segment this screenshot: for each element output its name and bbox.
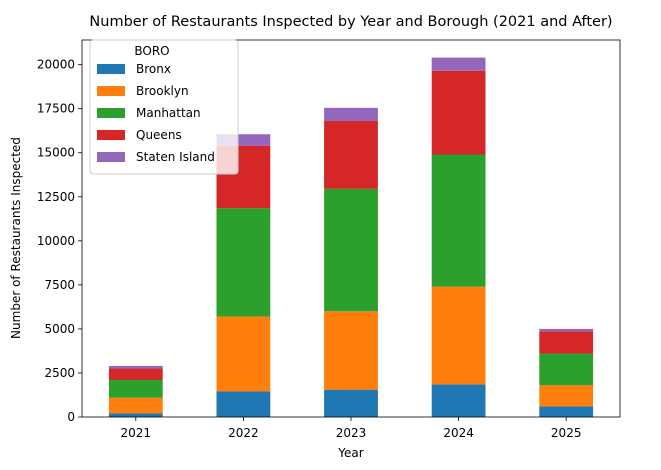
y-tick-label: 5000: [44, 322, 75, 336]
legend-label-brooklyn: Brooklyn: [136, 84, 189, 98]
y-tick-label: 10000: [37, 234, 75, 248]
legend-title: BORO: [134, 44, 169, 58]
x-tick-label: 2024: [443, 426, 474, 440]
y-tick-label: 2500: [44, 366, 75, 380]
y-tick-label: 12500: [37, 190, 75, 204]
bar-segment-manhattan-2024: [431, 154, 486, 287]
x-tick-label: 2023: [336, 426, 367, 440]
bar-segment-staten-island-2023: [324, 107, 378, 122]
bar-segment-queens-2024: [431, 70, 486, 155]
bar-segment-bronx-2023: [324, 389, 378, 417]
legend-swatch-brooklyn: [97, 86, 125, 96]
bar-segment-brooklyn-2023: [324, 311, 378, 390]
y-tick-label: 17500: [37, 102, 75, 116]
bar-segment-bronx-2024: [431, 384, 486, 417]
legend: BORO Bronx Brooklyn Manhattan Queens Staten I…: [89, 39, 239, 175]
bar-segment-staten-island-2024: [431, 57, 486, 71]
bar-segment-queens-2021: [108, 368, 163, 381]
plot-area: 2021 2022 2023 2024 2025 0 2500 5000 7500 10000 12…: [37, 39, 621, 440]
x-tick-label: 2025: [551, 426, 582, 440]
legend-swatch-queens: [97, 130, 125, 140]
y-tick-label: 7500: [44, 278, 75, 292]
legend-swatch-bronx: [97, 64, 125, 74]
bar-segment-bronx-2021: [108, 413, 163, 417]
legend-box: [89, 39, 239, 175]
legend-swatch-staten-island: [97, 152, 125, 162]
y-tick-label: 15000: [37, 146, 75, 160]
bar-segment-staten-island-2021: [108, 365, 163, 369]
bar-segment-queens-2025: [539, 331, 594, 354]
bar-segment-manhattan-2021: [108, 380, 163, 398]
bar-segment-bronx-2022: [216, 391, 271, 417]
legend-swatch-manhattan: [97, 108, 125, 118]
x-tick-label: 2022: [228, 426, 259, 440]
axes-frame: [81, 39, 621, 418]
legend-label-queens: Queens: [136, 128, 182, 142]
x-axis-label: Year: [337, 446, 363, 460]
bar-segment-manhattan-2025: [539, 353, 594, 386]
legend-label-bronx: Bronx: [136, 62, 171, 76]
bar-segment-bronx-2025: [539, 406, 594, 417]
bar-segment-manhattan-2022: [216, 208, 271, 317]
bar-segment-brooklyn-2022: [216, 316, 271, 392]
y-tick-label: 0: [67, 410, 75, 424]
legend-label-manhattan: Manhattan: [136, 106, 201, 120]
bar-segment-staten-island-2025: [539, 328, 594, 332]
bar-segment-manhattan-2023: [324, 188, 378, 312]
y-tick-label: 20000: [37, 58, 75, 72]
x-tick-label: 2021: [121, 426, 152, 440]
bar-segment-queens-2023: [324, 121, 378, 189]
bar-segment-brooklyn-2021: [108, 397, 163, 414]
chart-title: Number of Restaurants Inspected by Year …: [89, 14, 612, 30]
bar-segment-brooklyn-2025: [539, 385, 594, 407]
y-axis-label: Number of Restaurants Inspected: [9, 137, 23, 339]
bar-segment-staten-island-2022: [216, 134, 271, 146]
bar-segment-brooklyn-2024: [431, 286, 486, 385]
legend-label-staten-island: Staten Island: [136, 150, 215, 164]
